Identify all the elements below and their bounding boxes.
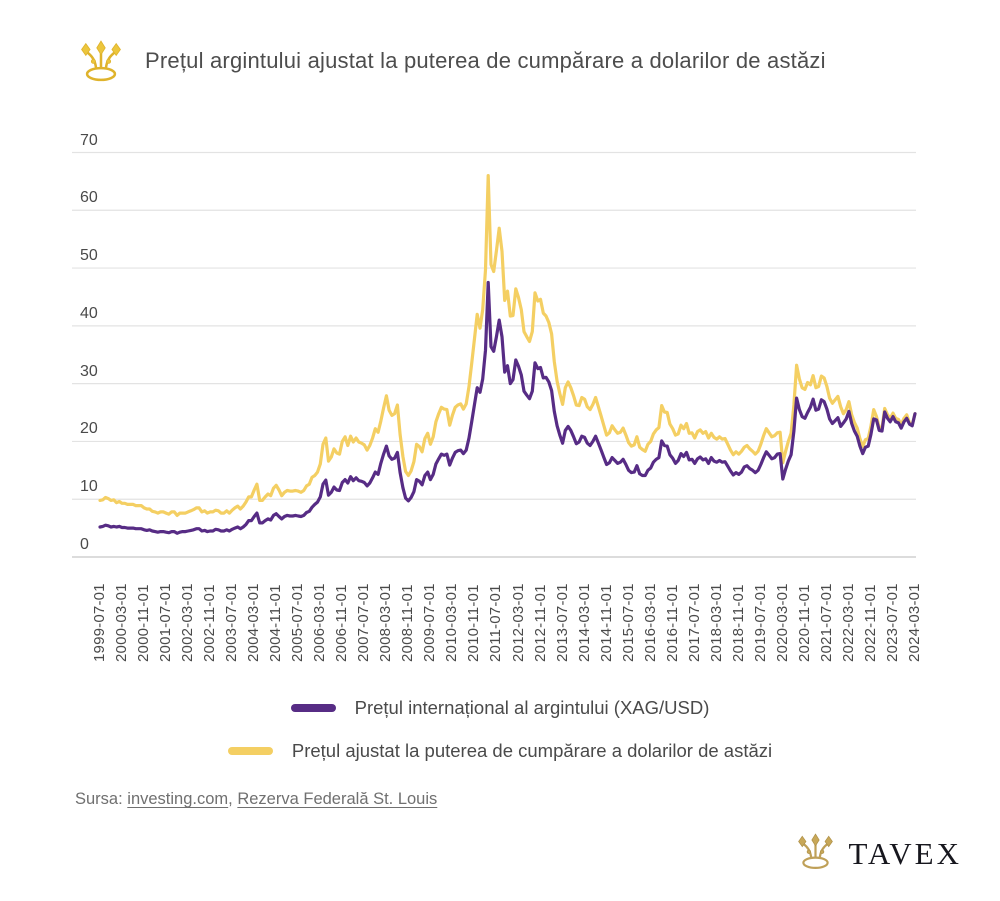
- series-line-adjusted: [98, 174, 917, 518]
- source-note: Sursa: investing.com, Rezerva Federală S…: [75, 790, 437, 809]
- y-tick-label: 70: [80, 131, 98, 149]
- x-tick-label: 2014-11-01: [597, 584, 615, 662]
- legend: Prețul internațional al argintului (XAG/…: [0, 697, 1000, 762]
- source-separator: ,: [228, 790, 238, 808]
- x-tick-label: 2014-03-01: [575, 583, 593, 662]
- x-tick-label: 2020-03-01: [773, 583, 791, 662]
- x-tick-label: 2012-11-01: [531, 584, 549, 662]
- y-tick-label: 0: [80, 536, 89, 553]
- x-tick-label: 2001-07-01: [157, 583, 175, 662]
- x-tick-label: 2000-11-01: [135, 584, 153, 662]
- y-tick-label: 60: [80, 189, 98, 207]
- x-tick-label: 2006-11-01: [333, 584, 351, 662]
- x-tick-label: 2009-07-01: [421, 583, 439, 662]
- x-tick-label: 2005-07-01: [289, 583, 307, 662]
- crown-icon: [74, 38, 128, 83]
- x-tick-label: 2008-03-01: [377, 583, 395, 662]
- series-line-nominal: [98, 280, 917, 535]
- x-tick-label: 2000-03-01: [113, 583, 131, 662]
- source-prefix: Sursa:: [75, 790, 123, 808]
- y-tick-label: 40: [80, 304, 98, 322]
- x-tick-label: 2010-03-01: [443, 583, 461, 662]
- legend-item-adjusted: Prețul ajustat la puterea de cumpărare a…: [227, 740, 773, 762]
- x-tick-label: 2006-03-01: [311, 583, 329, 662]
- x-tick-label: 2022-11-01: [861, 584, 879, 662]
- x-tick-label: 2007-07-01: [355, 583, 373, 662]
- x-tick-label: 2020-11-01: [795, 584, 813, 662]
- y-tick-label: 30: [80, 362, 98, 380]
- x-tick-label: 1999-07-01: [91, 583, 108, 662]
- x-tick-label: 2022-03-01: [839, 583, 857, 662]
- nominal-series-swatch: [290, 704, 336, 712]
- x-tick-label: 2013-07-01: [553, 583, 571, 662]
- adjusted-series-swatch: [227, 747, 273, 755]
- x-tick-label: 2018-11-01: [729, 584, 747, 662]
- x-tick-label: 2004-11-01: [267, 584, 285, 662]
- x-tick-label: 2002-03-01: [179, 583, 197, 662]
- legend-item-nominal: Prețul internațional al argintului (XAG/…: [290, 697, 710, 719]
- x-tick-label: 2016-11-01: [663, 584, 681, 662]
- header: Prețul argintului ajustat la puterea de …: [74, 38, 826, 83]
- source-link-fed[interactable]: Rezerva Federală St. Louis: [237, 790, 438, 808]
- tavex-wordmark: TAVEX: [848, 835, 962, 871]
- adjusted-series-label: Prețul ajustat la puterea de cumpărare a…: [291, 740, 773, 761]
- y-tick-label: 50: [80, 247, 98, 265]
- page-title: Prețul argintului ajustat la puterea de …: [145, 47, 826, 73]
- x-tick-label: 2019-07-01: [751, 583, 769, 662]
- x-tick-label: 2015-07-01: [619, 583, 637, 662]
- x-tick-label: 2008-11-01: [399, 584, 417, 662]
- nominal-series-label: Prețul internațional al argintului (XAG/…: [354, 697, 710, 718]
- source-link-investing[interactable]: investing.com: [127, 790, 229, 808]
- x-tick-label: 2002-11-01: [201, 584, 219, 662]
- tavex-logo: TAVEX: [792, 831, 962, 876]
- x-tick-label: 2023-07-01: [883, 583, 901, 662]
- x-tick-label: 2024-03-01: [906, 583, 923, 662]
- tavex-crown-icon: [792, 831, 839, 876]
- x-tick-label: 2021-07-01: [817, 583, 835, 662]
- y-tick-label: 10: [80, 478, 98, 496]
- x-tick-label: 2012-03-01: [509, 583, 527, 662]
- x-tick-label: 2018-03-01: [707, 583, 725, 662]
- x-tick-label: 2017-07-01: [685, 583, 703, 662]
- x-tick-label: 2010-11-01: [465, 584, 483, 662]
- x-tick-label: 2003-07-01: [223, 583, 241, 662]
- x-tick-label: 2011-07-01: [487, 584, 505, 662]
- y-tick-label: 20: [80, 420, 98, 438]
- x-tick-label: 2016-03-01: [641, 583, 659, 662]
- x-tick-label: 2004-03-01: [245, 583, 263, 662]
